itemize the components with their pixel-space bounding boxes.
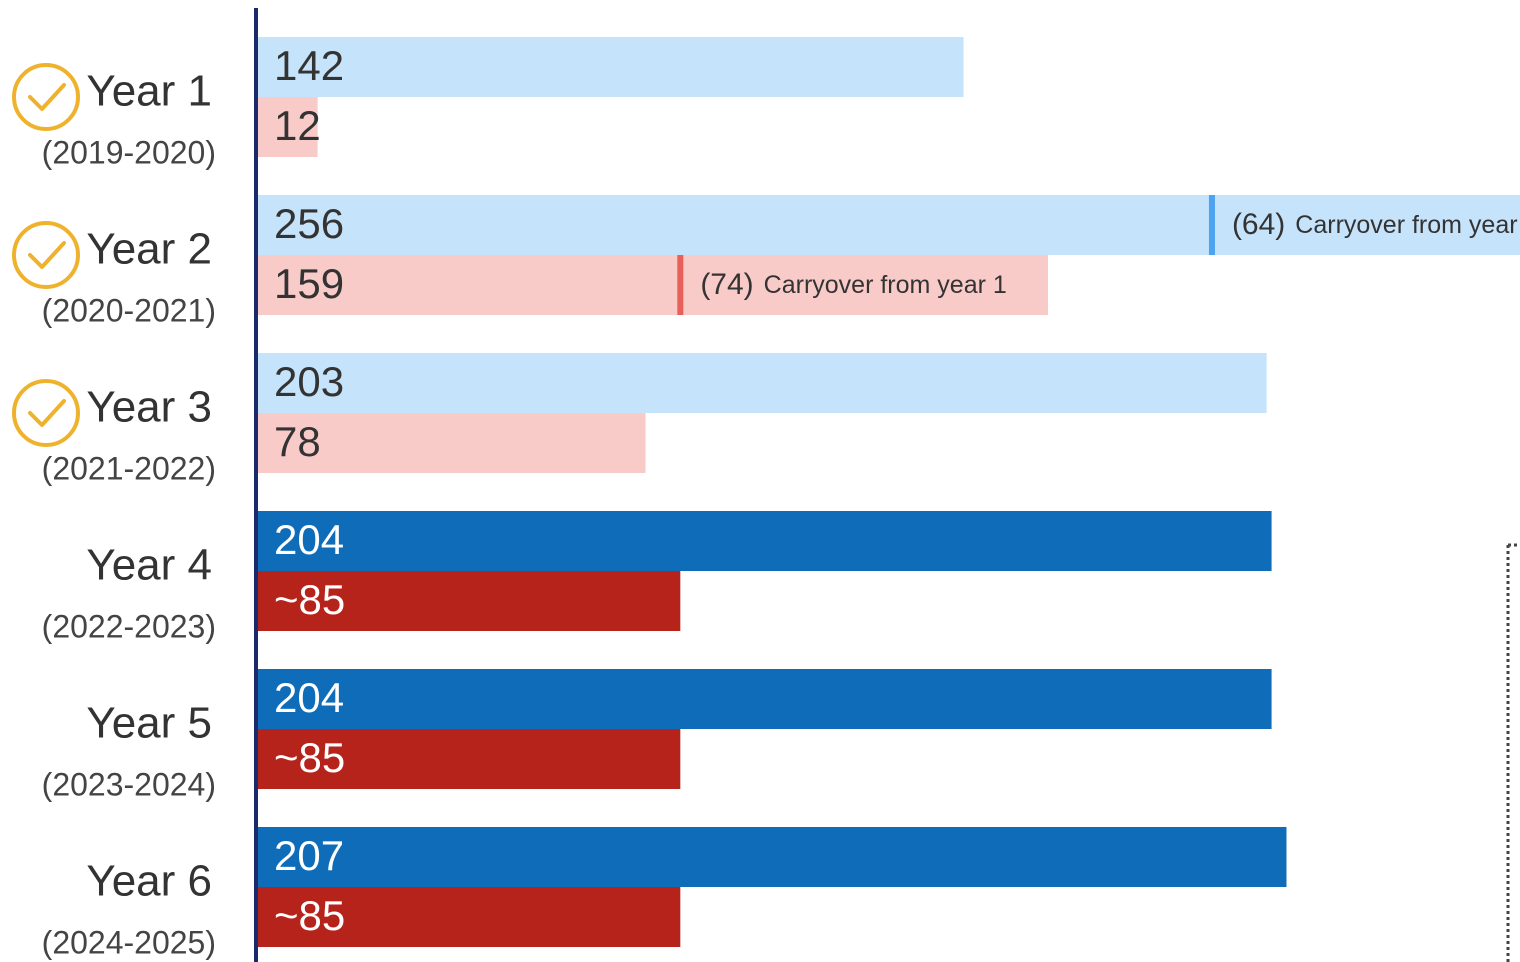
carryover-label: (74) Carryover from year 1 <box>700 268 1006 301</box>
category-label: Year 3 <box>86 383 212 432</box>
value-label: 203 <box>274 358 344 405</box>
carryover-value: (74) <box>700 268 753 301</box>
bar <box>258 887 681 947</box>
value-label: 256 <box>274 200 344 247</box>
period-label: (2024-2025) <box>42 924 216 960</box>
value-label: ~85 <box>274 892 345 939</box>
period-label: (2023-2024) <box>42 766 216 802</box>
value-label: 159 <box>274 260 344 307</box>
value-label: 204 <box>274 516 344 563</box>
carryover-label: (64) Carryover from year 1 <box>1232 208 1520 241</box>
carryover-text: Carryover from year 1 <box>1295 211 1520 239</box>
value-label: 78 <box>274 418 321 465</box>
period-label: (2020-2021) <box>42 292 216 328</box>
category-label: Year 6 <box>86 857 212 906</box>
bar <box>258 255 1048 315</box>
category-label: Year 1 <box>86 67 212 116</box>
check-icon <box>12 221 80 289</box>
value-label: 204 <box>274 674 344 721</box>
category-label: Year 2 <box>86 225 212 274</box>
category-label: Year 4 <box>86 541 212 590</box>
bar <box>258 827 1287 887</box>
bar <box>258 353 1267 413</box>
check-icon <box>12 63 80 131</box>
bar <box>258 729 681 789</box>
period-label: (2021-2022) <box>42 450 216 486</box>
value-label: 142 <box>274 42 344 89</box>
bar <box>258 413 646 473</box>
check-icon <box>28 399 66 427</box>
bar <box>258 571 681 631</box>
period-label: (2019-2020) <box>42 134 216 170</box>
value-label: 12 <box>274 102 321 149</box>
value-label: ~85 <box>274 734 345 781</box>
check-icon <box>12 379 80 447</box>
carryover-value: (64) <box>1232 208 1285 241</box>
carryover-marker <box>1208 195 1215 255</box>
category-label: Year 5 <box>86 699 212 748</box>
value-label: 207 <box>274 832 344 879</box>
check-icon <box>28 83 66 111</box>
bar <box>258 511 1272 571</box>
bar <box>258 195 1520 255</box>
value-label: ~85 <box>274 576 345 623</box>
bar <box>258 37 964 97</box>
carryover-marker <box>677 255 684 315</box>
check-icon <box>28 241 66 269</box>
carryover-text: Carryover from year 1 <box>764 271 1007 299</box>
bar <box>258 97 318 157</box>
bar <box>258 669 1272 729</box>
period-label: (2022-2023) <box>42 608 216 644</box>
